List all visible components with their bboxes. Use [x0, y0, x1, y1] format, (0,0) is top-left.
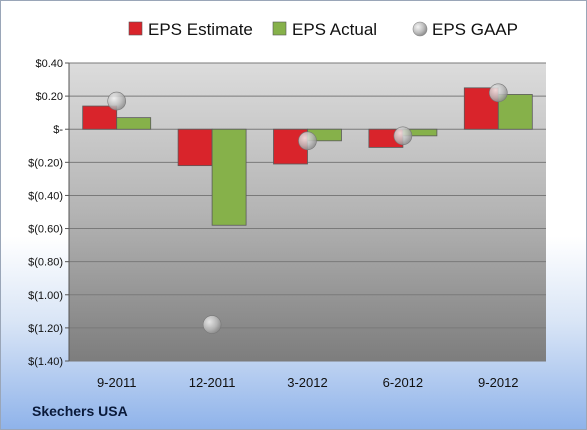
eps-actual-bar	[497, 94, 533, 130]
bars	[82, 87, 533, 226]
legend: EPS Estimate EPS Actual EPS GAAP	[128, 20, 518, 39]
eps-estimate-bar	[82, 105, 118, 130]
eps-actual-legend-swatch	[272, 21, 287, 36]
x-axis: 9-2011 12-2011 3-2012 6-2012 9-2012	[97, 375, 519, 390]
y-tick-label: $(0.60)	[28, 224, 63, 236]
x-tick-label: 9-2011	[97, 375, 137, 390]
y-tick-label: $(1.40)	[28, 356, 63, 368]
eps-actual-bar	[116, 117, 152, 130]
y-tick-label: $(0.40)	[28, 190, 63, 202]
x-tick-label: 6-2012	[383, 375, 423, 390]
eps-estimate-legend-swatch	[128, 21, 143, 36]
eps-estimate-legend-label: EPS Estimate	[148, 20, 253, 39]
y-tick-label: $-	[53, 124, 63, 136]
eps-actual-legend-label: EPS Actual	[292, 20, 377, 39]
y-tick-label: $(0.20)	[28, 157, 63, 169]
eps-gaap-point	[488, 83, 508, 103]
gaap-points	[107, 83, 508, 334]
x-tick-label: 3-2012	[287, 375, 327, 390]
eps-gaap-point	[393, 126, 413, 146]
eps-gaap-point	[202, 315, 222, 334]
x-tick-label: 12-2011	[189, 375, 236, 390]
eps-estimate-bar	[177, 128, 213, 167]
company-name: Skechers USA	[32, 403, 128, 419]
y-tick-label: $0.20	[35, 91, 63, 103]
y-tick-label: $0.40	[35, 58, 63, 70]
eps-gaap-legend-swatch	[412, 21, 428, 37]
x-tick-label: 9-2012	[478, 375, 518, 390]
eps-gaap-point	[107, 91, 126, 111]
eps-actual-bar	[211, 128, 247, 226]
y-tick-label: $(1.00)	[28, 290, 63, 302]
eps-gaap-legend-label: EPS GAAP	[432, 20, 518, 39]
y-tick-label: $(0.80)	[28, 257, 63, 269]
y-tick-label: $(1.20)	[28, 323, 63, 335]
y-axis: $0.40 $0.20 $- $(0.20) $(0.40) $(0.60) $(0.80)…	[28, 58, 70, 368]
eps-gaap-point	[298, 131, 317, 151]
